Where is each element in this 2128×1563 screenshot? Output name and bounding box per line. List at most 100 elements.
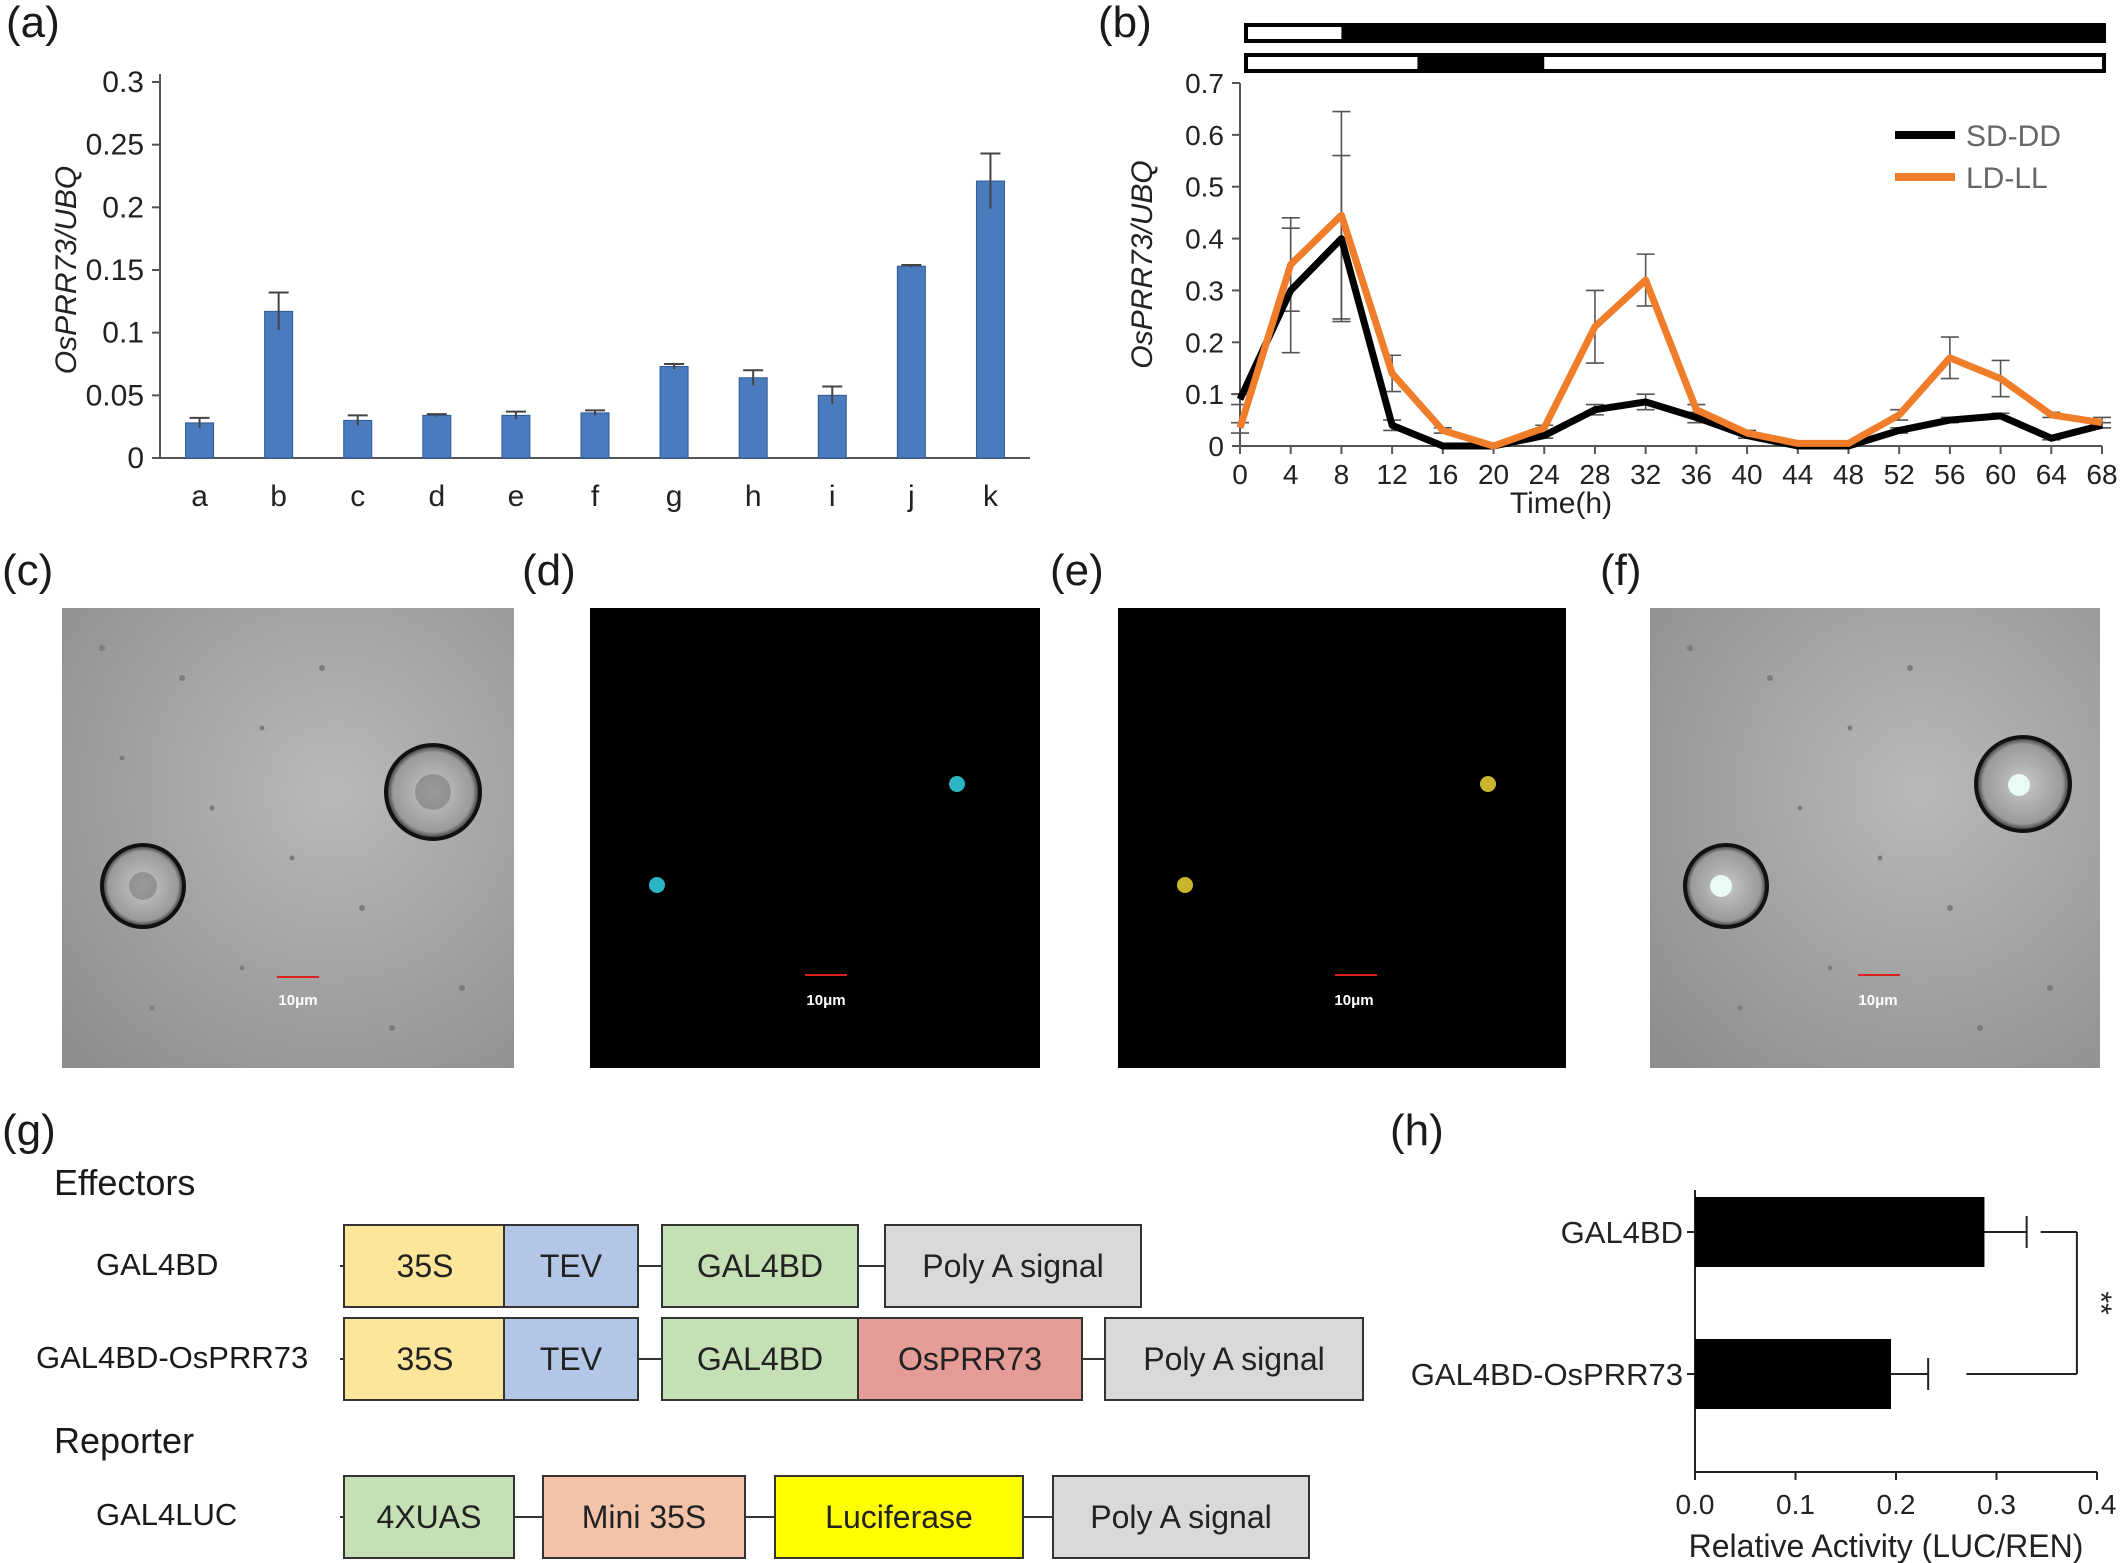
construct-part-polya: Poly A signal <box>884 1224 1142 1308</box>
x-tick-label: 32 <box>1630 459 1661 490</box>
significance-label: ** <box>2084 1291 2117 1315</box>
panel-label-g: (g) <box>2 1106 56 1155</box>
construct-part-mini35s: Mini 35S <box>542 1475 746 1559</box>
fluorescence-image-e: 10μm <box>1118 608 1566 1068</box>
bar <box>659 366 689 459</box>
brightfield-image-c: 10μm <box>62 608 514 1068</box>
construct-name: GAL4BD-OsPRR73 <box>36 1340 309 1375</box>
x-tick-label: g <box>666 480 683 513</box>
x-tick-label: 60 <box>1985 459 2016 490</box>
x-tick-label: 40 <box>1731 459 1762 490</box>
x-tick-label: 0 <box>1232 459 1248 490</box>
y-tick-label: 0.3 <box>102 66 144 99</box>
x-tick-label: a <box>191 480 208 513</box>
construct-part-gal4bd: GAL4BD <box>661 1317 859 1401</box>
x-tick-label: 64 <box>2036 459 2067 490</box>
y-tick-label: 0.1 <box>1185 379 1224 410</box>
bar <box>422 414 452 459</box>
x-tick-label: b <box>270 480 287 513</box>
construct-part-luciferase: Luciferase <box>774 1475 1024 1559</box>
x-tick-label: 12 <box>1377 459 1408 490</box>
photoperiod-light <box>1248 27 1342 39</box>
construct-part-35s: 35S <box>343 1224 507 1308</box>
effectors-heading: Effectors <box>54 1162 196 1203</box>
y-tick-label: 0.3 <box>1185 275 1224 306</box>
photoperiod-bar <box>1244 23 2106 43</box>
y-tick-label: 0.7 <box>1185 68 1224 99</box>
panel-label-e: (e) <box>1050 546 1104 595</box>
fluorescence-image-d: 10μm <box>590 608 1040 1068</box>
y-axis-label: OsPRR73/UBQ <box>1126 160 1159 368</box>
series-line-sd-dd <box>1236 235 2103 450</box>
panel-label-h: (h) <box>1390 1106 1444 1155</box>
x-tick-label: 56 <box>1934 459 1965 490</box>
x-tick-label: 16 <box>1427 459 1458 490</box>
panel-label-b: (b) <box>1098 0 1152 47</box>
chart-a: 0 0.05 0.1 0.15 0.2 0.25 0.3 a b c d e f g h i j k OsPRR73… <box>50 66 1030 513</box>
x-tick-label: 28 <box>1579 459 1610 490</box>
bar <box>1695 1197 1985 1267</box>
y-tick-label: 0 <box>1208 431 1224 462</box>
y-tick-label: 0.15 <box>86 254 144 287</box>
x-tick-label: 52 <box>1884 459 1915 490</box>
bar <box>1695 1339 1891 1409</box>
x-tick-label: k <box>983 480 999 513</box>
x-tick-label: c <box>350 480 365 513</box>
x-tick-label: i <box>829 480 836 513</box>
panel-label-a: (a) <box>6 0 60 47</box>
bar <box>343 419 373 459</box>
x-tick-label: 4 <box>1283 459 1299 490</box>
x-tick-label: 0.4 <box>2078 1489 2117 1520</box>
y-tick-label: 0.5 <box>1185 172 1224 203</box>
series-line-ld-ll <box>1236 211 2103 450</box>
reporter-heading: Reporter <box>54 1420 195 1461</box>
construct-part-4xuas: 4XUAS <box>343 1475 515 1559</box>
legend-label: LD-LL <box>1966 162 2048 195</box>
legend-label: SD-DD <box>1966 120 2061 153</box>
bar <box>264 310 294 459</box>
construct-part-tev: TEV <box>503 1317 639 1401</box>
y-axis-label: OsPRR73/UBQ <box>50 166 83 374</box>
chart-h: 0.0 0.1 0.2 0.3 0.4 Relative Activity (LUC/RE… <box>1411 1190 2117 1563</box>
x-tick-label: 8 <box>1334 459 1350 490</box>
scale-bar <box>277 968 319 978</box>
panel-label-c: (c) <box>2 546 54 595</box>
y-tick-label: GAL4BD-OsPRR73 <box>1411 1357 1683 1392</box>
y-tick-label: GAL4BD <box>1561 1215 1683 1250</box>
chart-b: 00.10.20.30.40.50.60.70 4 8 12 16 20 24 28 32 36 4… <box>1126 23 2118 520</box>
x-tick-label: 0.3 <box>1977 1489 2016 1520</box>
x-tick-label: f <box>591 480 600 513</box>
x-tick-label: d <box>428 480 445 513</box>
scale-bar <box>1335 966 1377 976</box>
x-axis-label: Relative Activity (LUC/REN) <box>1689 1528 2084 1563</box>
bar <box>501 414 531 459</box>
bar <box>580 412 610 459</box>
x-tick-label: 68 <box>2086 459 2117 490</box>
bar <box>185 422 215 459</box>
x-tick-label: 0.1 <box>1776 1489 1815 1520</box>
scale-bar <box>1858 966 1900 976</box>
y-tick-label: 0.25 <box>86 129 144 162</box>
x-tick-label: j <box>907 480 915 513</box>
x-tick-label: 48 <box>1833 459 1864 490</box>
x-tick-label: 44 <box>1782 459 1813 490</box>
scale-bar <box>805 966 847 976</box>
bar <box>738 377 768 459</box>
construct-name: GAL4BD <box>96 1247 219 1282</box>
photoperiod-light <box>1544 57 2102 69</box>
merged-image-f: 10μm <box>1650 608 2100 1068</box>
construct-part-gal4bd: GAL4BD <box>661 1224 859 1308</box>
x-tick-label: 20 <box>1478 459 1509 490</box>
x-tick-label: 24 <box>1529 459 1560 490</box>
construct-part-polya: Poly A signal <box>1104 1317 1364 1401</box>
construct-part-polya: Poly A signal <box>1052 1475 1310 1559</box>
y-tick-label: 0 <box>127 442 144 475</box>
x-axis-label: Time(h) <box>1510 487 1612 520</box>
x-tick-label: h <box>745 480 762 513</box>
construct-part-35s: 35S <box>343 1317 507 1401</box>
x-tick-label: 36 <box>1681 459 1712 490</box>
x-tick-label: 0.2 <box>1877 1489 1916 1520</box>
scale-bar-label: 10μm <box>1334 992 1374 1009</box>
scale-bar-label: 10μm <box>1858 992 1898 1009</box>
x-tick-label: e <box>508 480 525 513</box>
